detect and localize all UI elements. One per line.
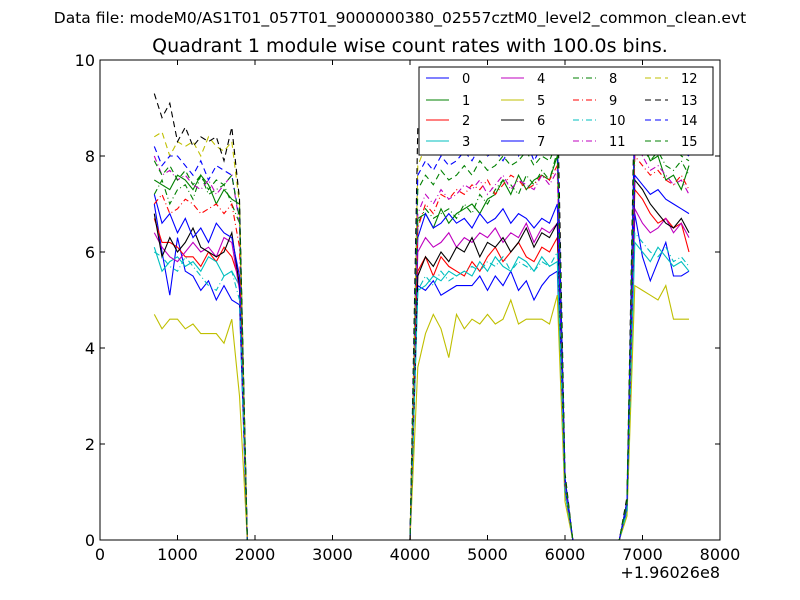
- series-15-line: [153, 120, 690, 541]
- legend-label-3: 3: [462, 135, 470, 150]
- legend-label-11: 11: [609, 135, 626, 150]
- y-tick-label: 0: [85, 531, 95, 550]
- legend-label-14: 14: [681, 114, 698, 129]
- series-5-line: [153, 284, 689, 541]
- series-3-line: [153, 240, 690, 541]
- x-tick-label: 4000: [390, 545, 431, 564]
- x-offset-label: +1.96026e8: [620, 563, 720, 582]
- legend-label-6: 6: [537, 114, 545, 129]
- legend-label-13: 13: [681, 94, 698, 109]
- series-2-line: [153, 188, 690, 541]
- series-6-line: [153, 178, 690, 541]
- series-4-line: [153, 206, 690, 541]
- y-tick-labels: 0 2 4 6 8 10: [75, 51, 95, 550]
- x-tick-label: 2000: [235, 545, 276, 564]
- y-tick-label: 2: [85, 435, 95, 454]
- legend-label-1: 1: [462, 94, 470, 109]
- legend-label-2: 2: [462, 114, 470, 129]
- x-tick-label: 6000: [545, 545, 586, 564]
- chart-title: Quadrant 1 module wise count rates with …: [152, 35, 668, 57]
- y-tick-label: 4: [85, 339, 95, 358]
- series-8-line: [153, 135, 690, 541]
- axis-ticks: [99, 59, 721, 541]
- legend-label-10: 10: [609, 114, 626, 129]
- x-tick-label: 5000: [467, 545, 508, 564]
- x-tick-label: 3000: [312, 545, 353, 564]
- legend-label-15: 15: [681, 135, 698, 150]
- x-tick-label: 7000: [622, 545, 663, 564]
- legend-label-8: 8: [609, 72, 617, 87]
- legend-label-9: 9: [609, 94, 617, 109]
- legend-label-4: 4: [537, 72, 545, 87]
- legend-label-7: 7: [537, 135, 545, 150]
- series-10-line: [154, 231, 690, 541]
- x-tick-label: 8000: [700, 545, 741, 564]
- x-tick-label: 1000: [157, 545, 198, 564]
- x-tick-label: 0: [95, 545, 105, 564]
- legend-box: [418, 66, 714, 156]
- y-tick-label: 6: [85, 243, 95, 262]
- y-tick-label: 10: [75, 51, 95, 70]
- series-12-line: [154, 105, 690, 541]
- legend-label-5: 5: [537, 94, 545, 109]
- figure-suptitle: Data file: modeM0/AS1T01_057T01_90000003…: [53, 9, 747, 27]
- legend-label-0: 0: [462, 72, 470, 87]
- series-14-line: [153, 110, 690, 541]
- series-7-line: [153, 173, 690, 541]
- y-tick-label: 8: [85, 147, 95, 166]
- x-tick-labels: 0 1000 2000 3000 4000 5000 6000 7000 8000: [95, 545, 740, 564]
- legend-label-12: 12: [681, 72, 698, 87]
